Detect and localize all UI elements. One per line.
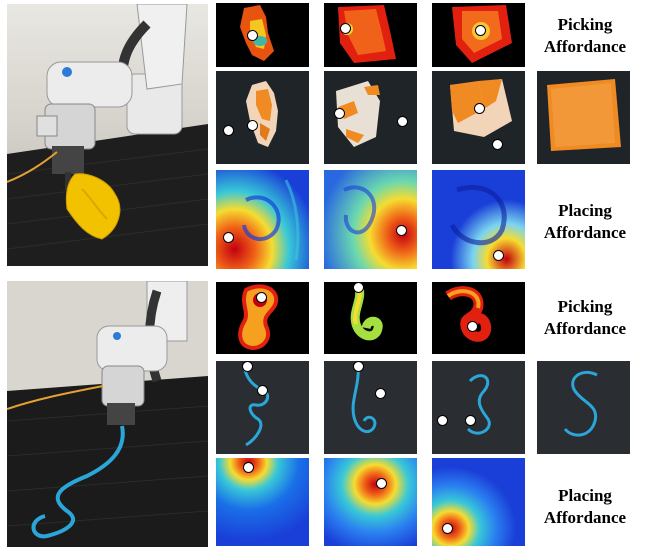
placing-affordance-label-top: Placing Affordance [543,201,627,242]
cloth-observation-3 [432,71,525,164]
place-point-marker [376,478,387,489]
rope-observation-1 [216,361,309,454]
pick-point-marker [474,103,485,114]
pick-point-marker [353,361,364,372]
pick-point-marker [334,108,345,119]
cloth-goal-image [537,71,630,164]
place-point-marker [375,388,386,399]
rope-placing-affordance-1 [216,458,309,546]
cloth-picking-affordance-3 [432,3,525,67]
pick-point-marker [247,30,258,41]
place-point-marker [493,250,504,261]
robot-rope-photo [7,281,208,547]
picking-affordance-label-bottom: Picking Affordance [543,297,627,338]
rope-placing-affordance-3 [432,458,525,546]
cloth-placing-affordance-2 [324,170,417,269]
place-point-marker [492,139,503,150]
place-point-marker [397,116,408,127]
rope-goal-image [537,361,630,454]
place-point-marker [223,232,234,243]
rope-picking-affordance-3 [432,282,525,354]
cloth-placing-affordance-1 [216,170,309,269]
pick-point-marker [467,321,478,332]
placing-affordance-label-bottom: Placing Affordance [543,486,627,527]
place-point-marker [223,125,234,136]
rope-picking-affordance-1 [216,282,309,354]
place-point-marker [243,462,254,473]
rope-observation-2 [324,361,417,454]
robot-cloth-photo [7,4,208,266]
place-point-marker [396,225,407,236]
cloth-placing-affordance-3 [432,170,525,269]
pick-point-marker [247,120,258,131]
place-point-marker [442,523,453,534]
cloth-picking-affordance-2 [324,3,417,67]
rope-observation-3 [432,361,525,454]
cloth-observation-2 [324,71,417,164]
place-point-marker [242,361,253,372]
cloth-observation-1 [216,71,309,164]
picking-affordance-label-top: Picking Affordance [543,15,627,56]
pick-point-marker [257,385,268,396]
pick-point-marker [340,23,351,34]
cloth-picking-affordance-1 [216,3,309,67]
place-point-marker [437,415,448,426]
pick-point-marker [256,292,267,303]
pick-point-marker [465,415,476,426]
pick-point-marker [353,282,364,293]
rope-picking-affordance-2 [324,282,417,354]
pick-point-marker [475,25,486,36]
rope-placing-affordance-2 [324,458,417,546]
